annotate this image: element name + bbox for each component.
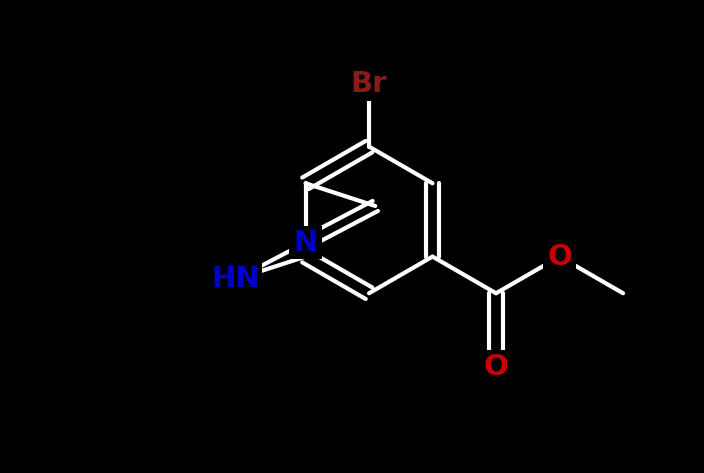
FancyBboxPatch shape (289, 226, 322, 259)
FancyBboxPatch shape (210, 263, 262, 296)
FancyBboxPatch shape (339, 68, 400, 101)
Text: N: N (294, 228, 318, 256)
Text: Br: Br (351, 70, 387, 98)
FancyBboxPatch shape (543, 240, 576, 273)
FancyBboxPatch shape (479, 350, 513, 383)
Text: O: O (547, 243, 572, 271)
Text: O: O (484, 352, 508, 381)
Text: HN: HN (211, 265, 260, 293)
